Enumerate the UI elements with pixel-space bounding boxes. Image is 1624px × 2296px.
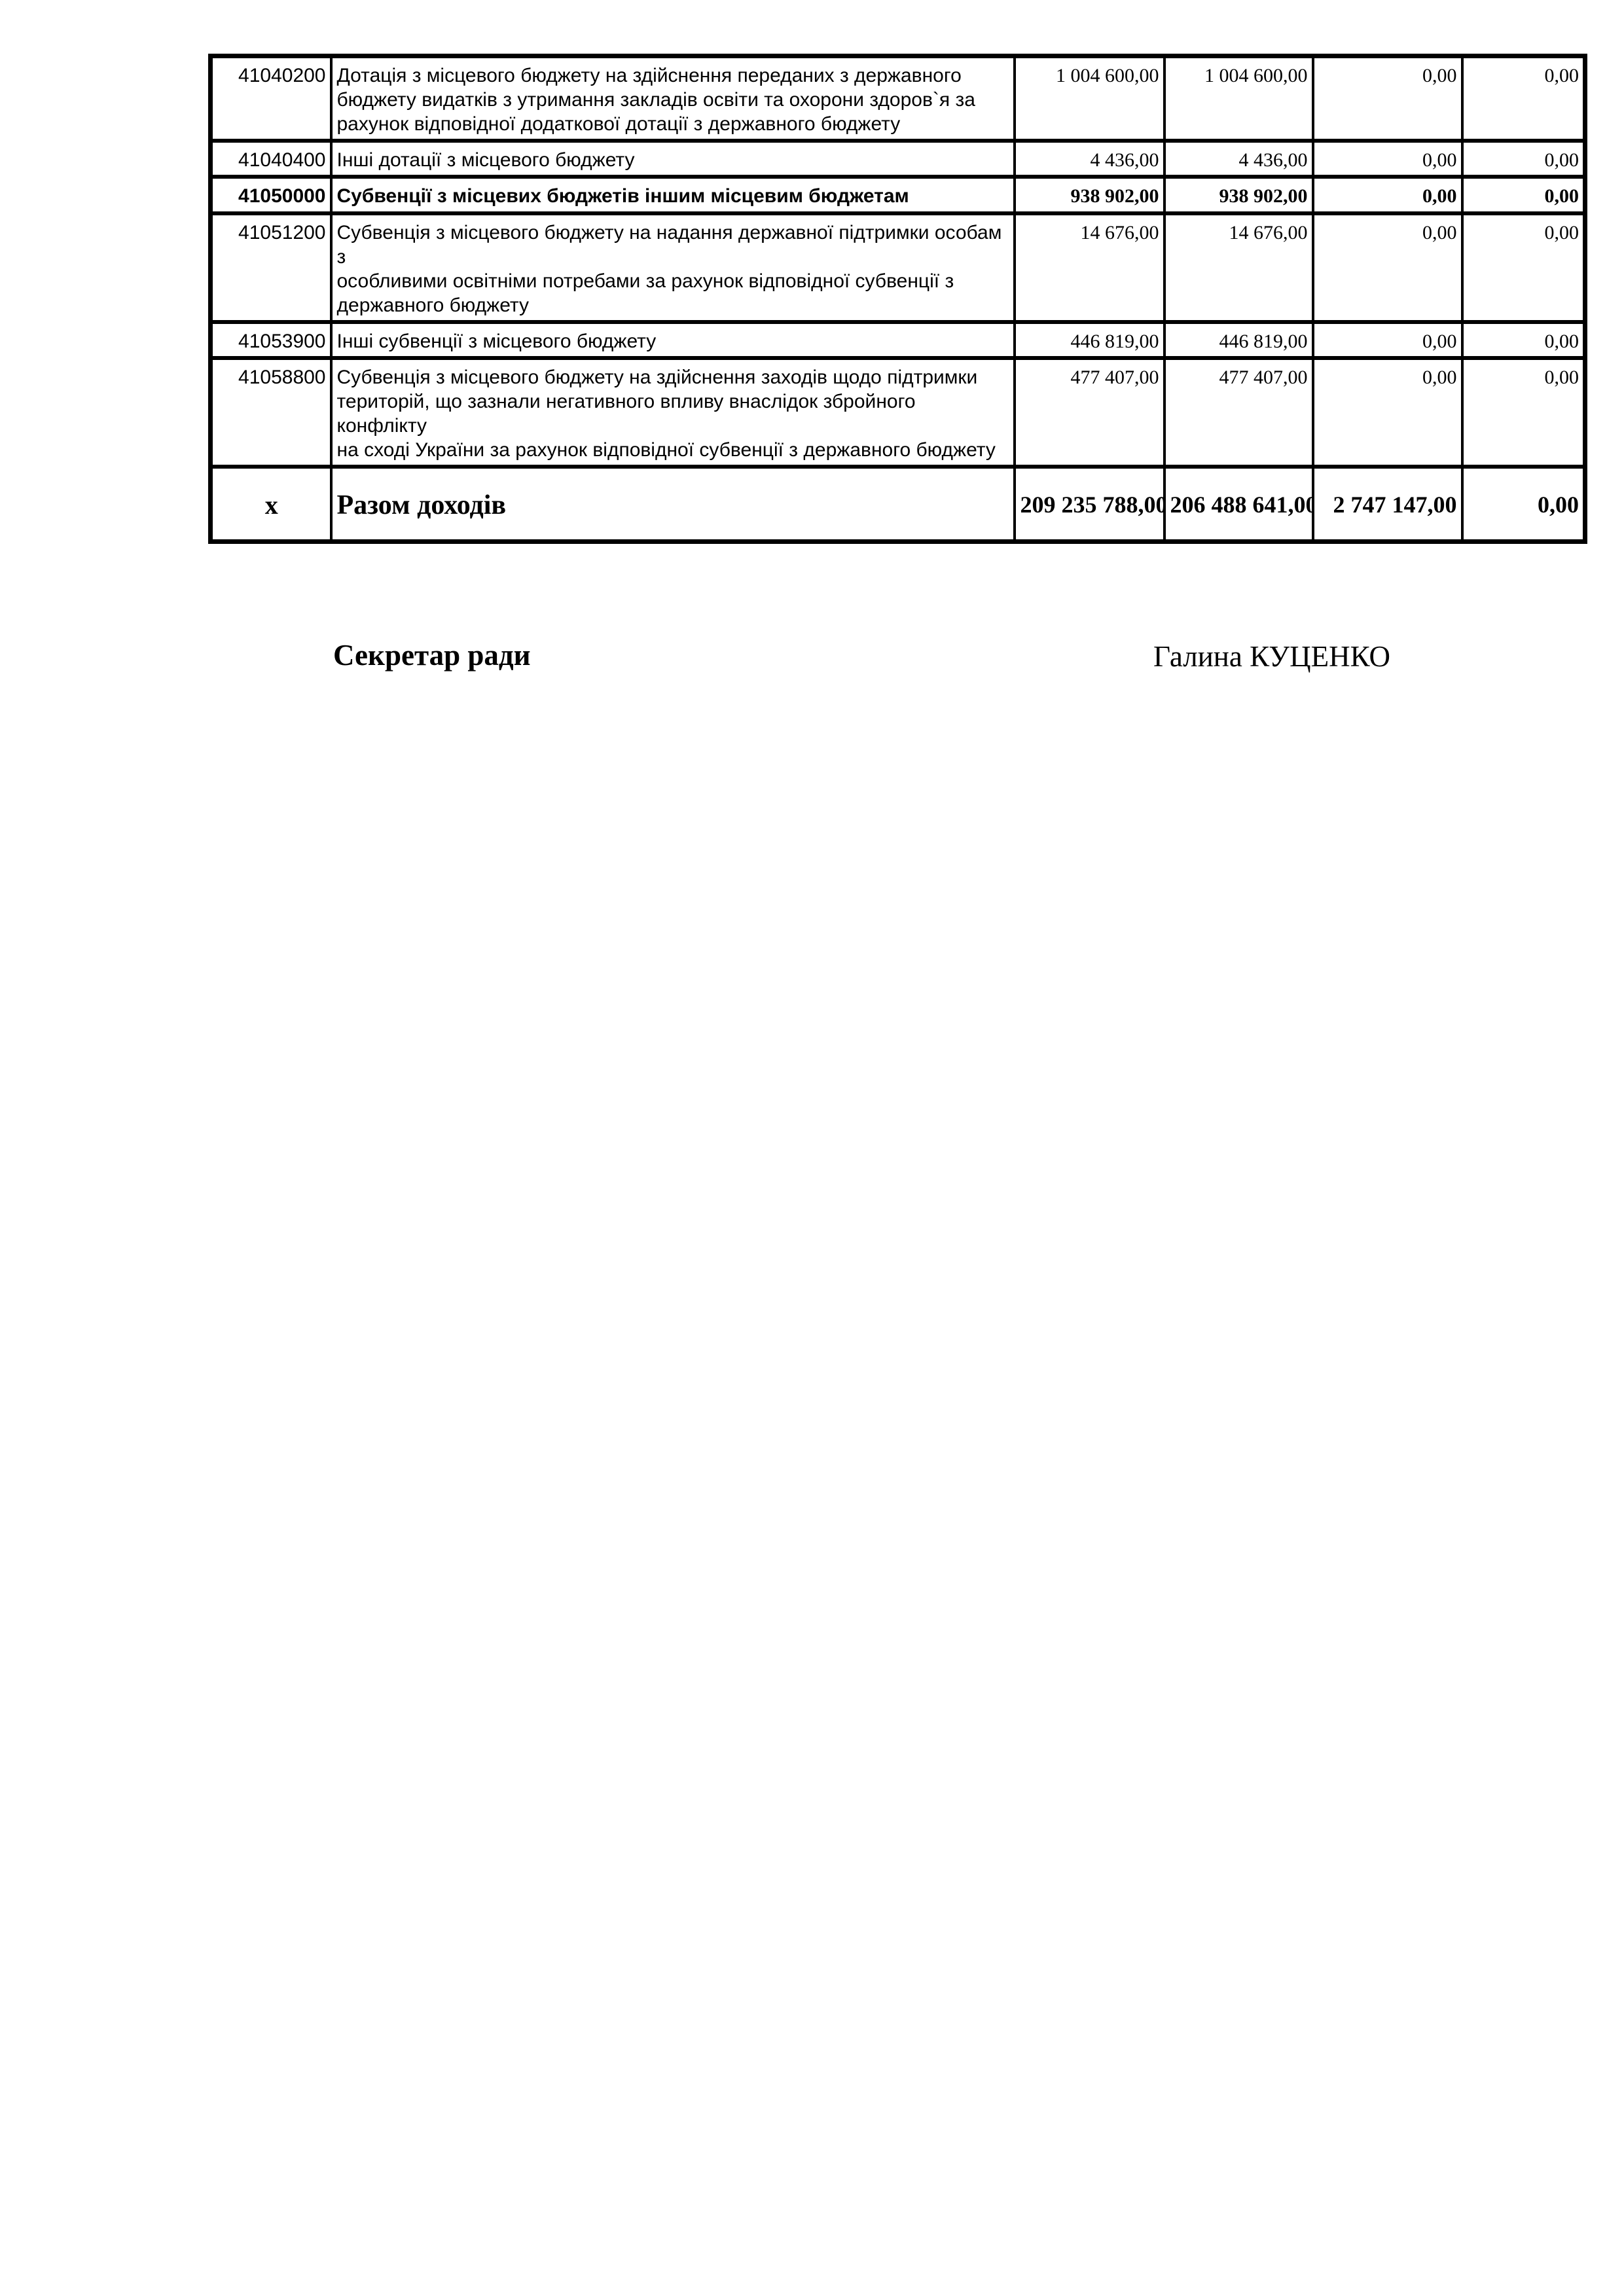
row-amount-special-fund: 0,00 [1311,54,1464,143]
signature-role: Секретар ради [333,639,531,672]
row-amount-dev-budget: 0,00 [1460,211,1587,324]
row-amount-approved: 4 436,00 [1013,139,1166,179]
row-code: 41050000 [209,175,333,215]
row-amount-approved: 446 819,00 [1013,320,1166,360]
row-amount-special-fund: 0,00 [1311,211,1464,324]
row-description: Субвенція з місцевого бюджету на здійсне… [329,356,1016,469]
table-row-subtotal: 41050000 Субвенції з місцевих бюджетів і… [209,175,1587,215]
row-code: 41058800 [209,356,333,469]
row-amount-general-fund: 1 004 600,00 [1163,54,1314,143]
signature-block: Секретар ради Галина КУЦЕНКО [0,638,1624,677]
budget-revenue-table: 41040200 Дотація з місцевого бюджету на … [208,54,1587,544]
total-amount-general-fund: 206 488 641,00 [1163,465,1314,543]
row-code: 41040400 [209,139,333,179]
row-amount-general-fund: 14 676,00 [1163,211,1314,324]
table-row: 41051200 Субвенція з місцевого бюджету н… [209,211,1587,324]
row-amount-special-fund: 0,00 [1311,320,1464,360]
total-amount-special-fund: 2 747 147,00 [1311,465,1464,543]
row-amount-special-fund: 0,00 [1311,356,1464,469]
row-amount-dev-budget: 0,00 [1460,175,1587,215]
row-amount-approved: 938 902,00 [1013,175,1166,215]
row-amount-general-fund: 938 902,00 [1163,175,1314,215]
row-amount-general-fund: 477 407,00 [1163,356,1314,469]
table-row: 41058800 Субвенція з місцевого бюджету н… [209,356,1587,469]
row-amount-dev-budget: 0,00 [1460,356,1587,469]
row-code: 41040200 [209,54,333,143]
total-amount-dev-budget: 0,00 [1460,465,1587,543]
table-row: 41053900 Інші субвенції з місцевого бюдж… [209,320,1587,360]
row-amount-approved: 477 407,00 [1013,356,1166,469]
row-amount-general-fund: 4 436,00 [1163,139,1314,179]
row-amount-approved: 1 004 600,00 [1013,54,1166,143]
table-row: 41040200 Дотація з місцевого бюджету на … [209,54,1587,143]
row-description: Субвенція з місцевого бюджету на надання… [329,211,1016,324]
total-amount-approved: 209 235 788,00 [1013,465,1166,543]
total-code-x: х [209,465,333,543]
row-description: Дотація з місцевого бюджету на здійсненн… [329,54,1016,143]
row-amount-dev-budget: 0,00 [1460,54,1587,143]
signature-name: Галина КУЦЕНКО [1153,640,1390,673]
row-amount-approved: 14 676,00 [1013,211,1166,324]
row-description: Інші субвенції з місцевого бюджету [329,320,1016,360]
total-label: Разом доходів [329,465,1016,543]
row-description: Субвенції з місцевих бюджетів іншим місц… [329,175,1016,215]
row-amount-dev-budget: 0,00 [1460,320,1587,360]
row-amount-special-fund: 0,00 [1311,175,1464,215]
row-description: Інші дотації з місцевого бюджету [329,139,1016,179]
row-code: 41051200 [209,211,333,324]
row-amount-general-fund: 446 819,00 [1163,320,1314,360]
row-amount-dev-budget: 0,00 [1460,139,1587,179]
row-code: 41053900 [209,320,333,360]
table-row-total: х Разом доходів 209 235 788,00 206 488 6… [209,465,1587,543]
row-amount-special-fund: 0,00 [1311,139,1464,179]
table-row: 41040400 Інші дотації з місцевого бюджет… [209,139,1587,179]
